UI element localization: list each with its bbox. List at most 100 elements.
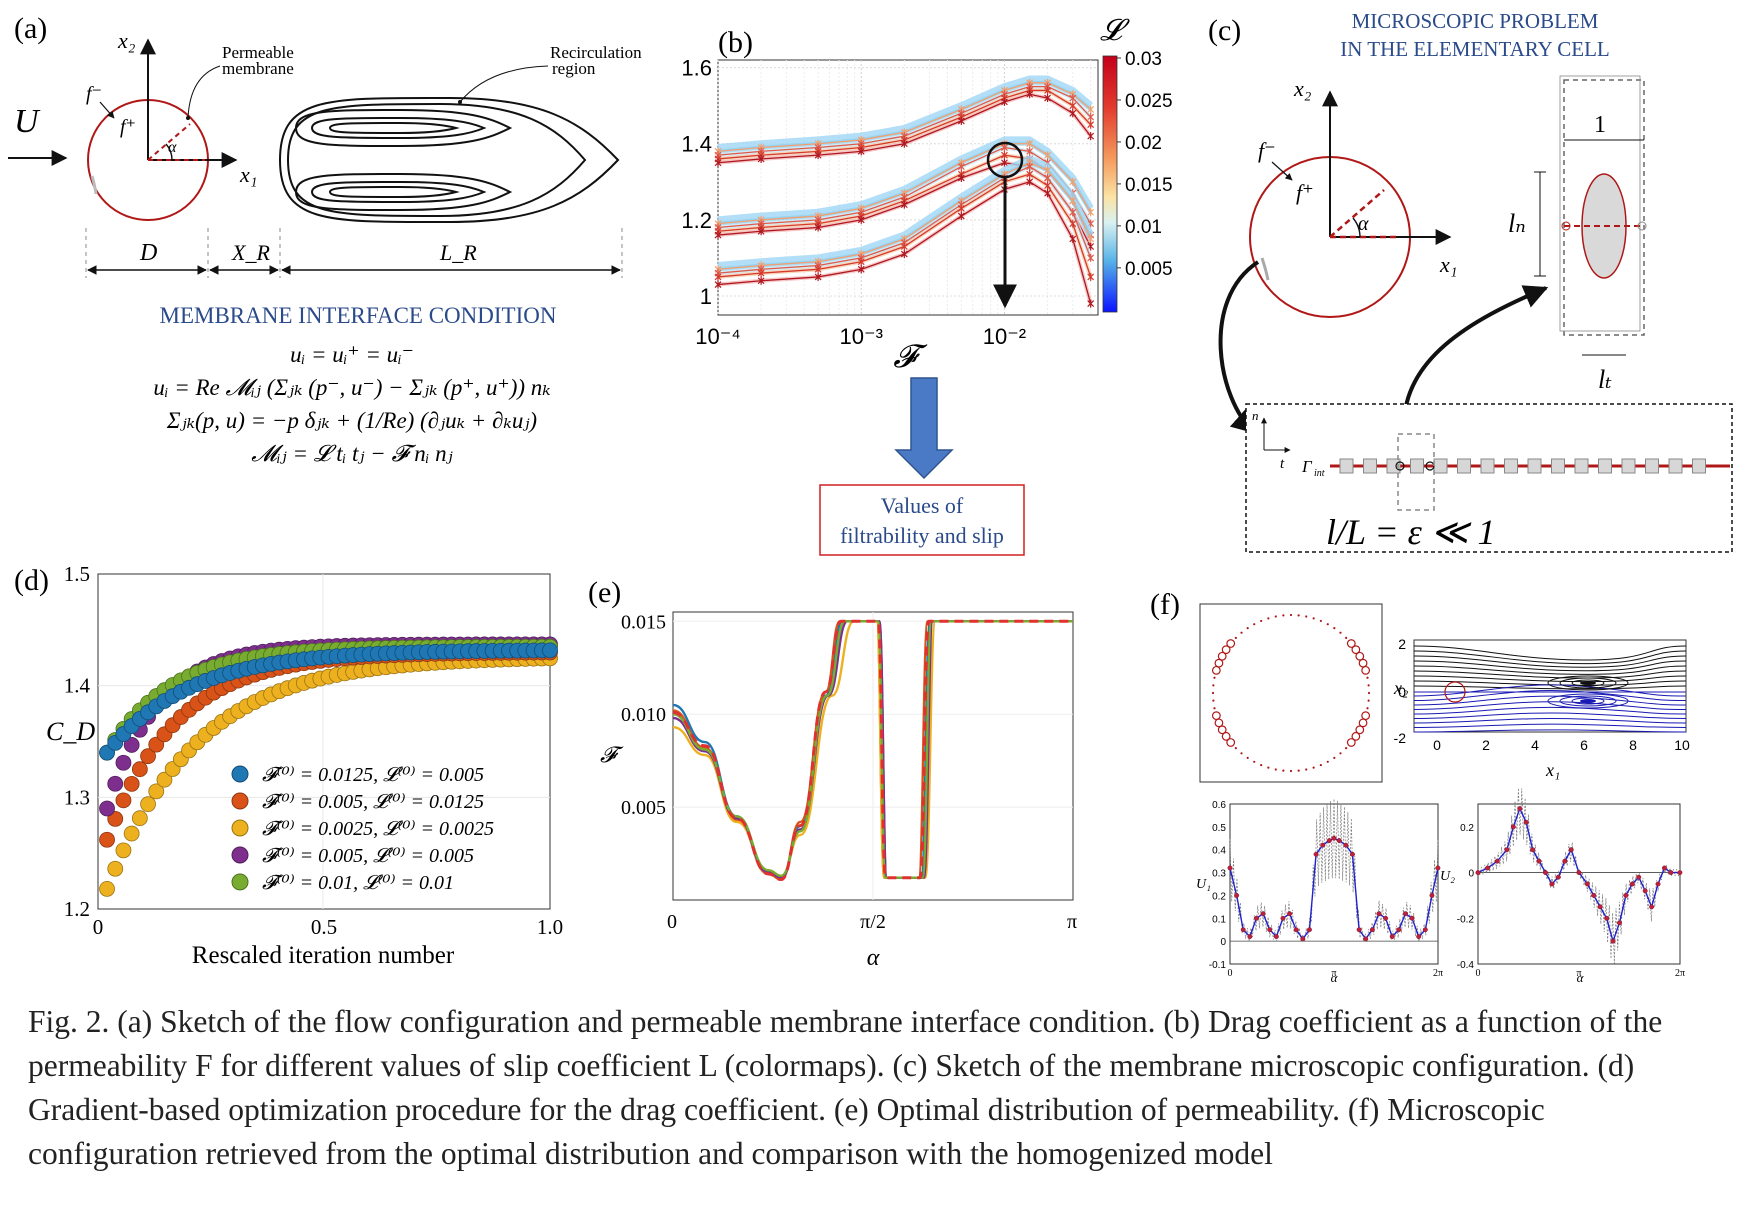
u1-frame — [1229, 803, 1439, 965]
plot-e-ylabel: 𝓕 — [600, 742, 624, 767]
pore-dot — [1326, 760, 1329, 763]
b-marker — [1044, 173, 1051, 182]
normal-arrow — [99, 101, 115, 119]
membrane-pointer — [187, 65, 221, 119]
small-ytick: 0 — [1220, 937, 1226, 948]
streamlines — [1413, 645, 1687, 733]
sample-point — [1584, 881, 1590, 887]
sample-point — [1376, 911, 1382, 917]
sample-point — [1435, 865, 1441, 871]
sample-point — [1623, 892, 1629, 898]
interface-cell — [1551, 458, 1565, 474]
u2-label: U₂ — [1440, 869, 1455, 884]
b-marker — [1087, 132, 1095, 141]
sample-point — [1396, 927, 1402, 933]
streamline-upper — [1413, 655, 1687, 668]
pore-dot — [1319, 619, 1322, 623]
pore-dot — [1305, 615, 1308, 618]
ln-label: lₙ — [1508, 209, 1526, 238]
scale-ratio: l/L = ε ≪ 1 — [1326, 512, 1496, 552]
sample-point — [1662, 865, 1667, 871]
u1-alpha-label: α — [1331, 970, 1339, 985]
sample-point — [1591, 892, 1597, 898]
gamma-label: Γ — [1301, 457, 1313, 476]
d-point — [99, 831, 115, 848]
sample-point — [1313, 851, 1319, 857]
sample-point — [1629, 881, 1635, 887]
b-marker — [1001, 143, 1008, 152]
b-marker — [1001, 151, 1008, 160]
d-legend-marker — [231, 873, 249, 891]
b-marker — [857, 147, 865, 156]
panel-c-title-1: MICROSCOPIC PROBLEM — [1352, 9, 1599, 33]
streamline-ticks: 0 2 4 6 8 10 2 0 -2 — [1394, 636, 1690, 753]
streamline-lower — [1413, 729, 1687, 733]
d-point — [140, 796, 156, 813]
b-marker — [714, 158, 722, 167]
d-point — [123, 737, 140, 753]
plot-d-frame — [97, 573, 551, 910]
plot-d-points — [99, 636, 558, 897]
elementary-cell-shadow — [1559, 75, 1641, 332]
b-xtick-label: 10⁻³ — [840, 324, 883, 349]
plot-d-xlabel: Rescaled iteration number — [192, 942, 455, 969]
small-ytick: 0.2 — [1460, 823, 1474, 834]
pore-dot — [1211, 691, 1215, 695]
b-marker — [1069, 94, 1077, 103]
recirc-pointer-dot — [458, 100, 462, 104]
sample-point — [1356, 927, 1362, 933]
sample-point — [1504, 847, 1510, 853]
cell-alpha-radius — [1329, 189, 1385, 238]
small-ytick: 0.2 — [1212, 891, 1226, 902]
d-point — [115, 754, 132, 771]
b-marker — [1087, 299, 1095, 308]
pore-circle — [1361, 665, 1371, 675]
pore-dot — [1267, 766, 1270, 769]
stream-xtick: 6 — [1580, 737, 1588, 753]
pore-circle — [1346, 738, 1356, 747]
sample-point — [1300, 936, 1306, 942]
x2-label: x₂ — [117, 28, 136, 53]
stream-ytick: 2 — [1398, 636, 1406, 652]
u2-alpha-label: α — [1577, 970, 1585, 985]
sample-point — [1617, 920, 1622, 926]
small-xtick: 2π — [1675, 968, 1685, 979]
sample-point — [1369, 927, 1375, 933]
d-legend-label: 𝓕⁽⁰⁾ = 0.005, 𝓛⁽⁰⁾ = 0.0125 — [262, 791, 484, 813]
pore-dot — [1333, 627, 1336, 630]
pore-circle — [1226, 738, 1236, 747]
sample-point — [1494, 858, 1500, 864]
plot-b-xlabel: 𝓕 — [893, 338, 928, 374]
d-point — [107, 775, 124, 792]
panel-c-label: (c) — [1208, 14, 1241, 47]
b-marker — [1044, 94, 1051, 103]
d-point — [542, 642, 558, 659]
cylinder-dots-frame — [1199, 603, 1383, 783]
d-legend-marker — [231, 765, 249, 783]
sample-point — [1597, 904, 1603, 910]
recirculation-contours — [278, 96, 620, 224]
pore-dot — [1339, 631, 1342, 634]
sample-point — [1549, 881, 1555, 887]
pore-dot — [1260, 763, 1263, 767]
pore-dot — [1305, 768, 1308, 771]
small-ytick: 0.6 — [1212, 800, 1226, 811]
x1-label: x₁ — [239, 162, 257, 187]
plot-e-series — [672, 619, 1073, 882]
sample-point — [1543, 870, 1548, 876]
recirc-eddy-upper — [1571, 679, 1605, 687]
streamline-upper — [1413, 660, 1687, 672]
colorbar-tick-label: 0.03 — [1125, 49, 1162, 70]
pore-dot — [1274, 615, 1277, 618]
pore-dot — [1246, 756, 1249, 759]
d-ytick-label: 1.4 — [64, 674, 91, 698]
b-marker — [957, 116, 965, 125]
sample-point — [1636, 874, 1642, 880]
panel-c-title-2: IN THE ELEMENTARY CELL — [1340, 37, 1610, 61]
b-marker — [1026, 90, 1034, 99]
streamline-lower — [1413, 723, 1687, 728]
d-ytick-label: 1.2 — [64, 897, 90, 921]
gamma-sub-label: int — [1314, 468, 1325, 479]
small-ytick: 0.1 — [1212, 914, 1226, 925]
